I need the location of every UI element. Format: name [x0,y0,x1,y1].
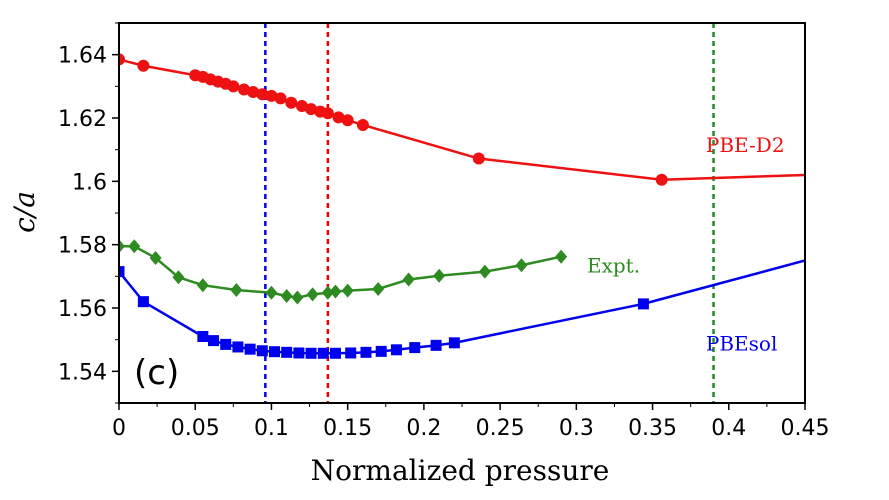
reference-lines [264,23,715,403]
y-tick-label: 1.6 [72,170,107,195]
data-point [637,298,649,310]
data-point [293,347,305,359]
y-axis-title: c/a [8,191,41,233]
data-point [274,92,287,105]
data-point [472,152,485,165]
x-tick-label: 0.45 [781,416,830,441]
data-point [128,239,141,254]
series-expt- [119,239,568,305]
y-tick-label: 1.56 [58,297,107,322]
data-point [119,53,125,66]
x-tick-label: 0.25 [476,416,525,441]
data-point [448,337,460,349]
data-point [402,272,415,287]
series-layer: PBE-D2 Expt. PBEsol [119,53,805,359]
data-point [137,59,150,72]
data-point [329,284,342,299]
data-point [341,114,354,127]
data-point [285,96,298,109]
data-point [372,282,385,296]
x-tick-label: 0.1 [254,416,289,441]
series-pbesol [119,259,805,359]
data-point [280,288,293,303]
data-point [305,347,317,359]
data-point [265,89,278,102]
data-point [256,88,269,101]
data-point [655,173,668,186]
data-point [317,347,329,359]
data-point [305,103,318,116]
data-point [230,282,243,297]
data-point [220,338,232,350]
data-point [149,250,162,265]
data-point [137,296,149,308]
data-point [265,285,278,300]
x-tick-label: 0.3 [559,416,594,441]
data-point [478,264,491,279]
data-point [555,249,568,264]
series-label: PBEsol [706,331,777,355]
data-point [306,287,319,302]
y-tick-label: 1.62 [58,107,107,132]
series-pbe-d2 [119,53,805,186]
data-point [197,331,209,342]
series-label: Expt. [587,253,640,277]
data-point [196,278,209,293]
data-point [321,107,334,120]
data-point [238,83,251,96]
data-point [433,268,446,283]
data-point [291,290,304,305]
y-tick-label: 1.64 [58,44,107,69]
data-point [332,111,345,124]
data-point [227,80,240,93]
data-point [430,339,442,351]
data-point [321,285,334,300]
x-axis-title: Normalized pressure [311,454,610,487]
data-point [247,86,260,99]
data-point [375,345,387,357]
x-tick-label: 0.2 [406,416,441,441]
x-tick-label: 0.15 [323,416,372,441]
data-point [208,335,220,347]
data-point [232,341,244,353]
data-point [360,346,372,358]
panel-label: (c) [134,353,179,393]
x-tick-label: 0.05 [171,416,220,441]
data-point [515,258,528,273]
data-point [172,270,185,285]
data-point [281,346,293,358]
data-point [409,342,421,354]
y-tick-label: 1.54 [58,360,107,385]
data-point [341,283,354,298]
y-tick-label: 1.58 [58,234,107,259]
data-point [390,344,402,356]
data-point [119,266,125,278]
data-point [256,345,268,357]
data-point [119,239,125,254]
x-tick-label: 0.35 [628,416,677,441]
series-label: PBE-D2 [706,133,785,157]
data-point [268,346,280,358]
ticks-layer: 0 0.05 0.1 0.15 0.2 0.25 0.3 0.35 0.4 0.45 1.54 1.5… [58,22,830,441]
data-point [356,118,369,131]
series-line [119,245,562,299]
x-tick-label: 0.4 [711,416,746,441]
data-point [244,343,256,355]
x-tick-label: 0 [112,416,126,441]
data-point [329,347,341,359]
data-point [295,99,308,112]
data-point [345,347,357,359]
